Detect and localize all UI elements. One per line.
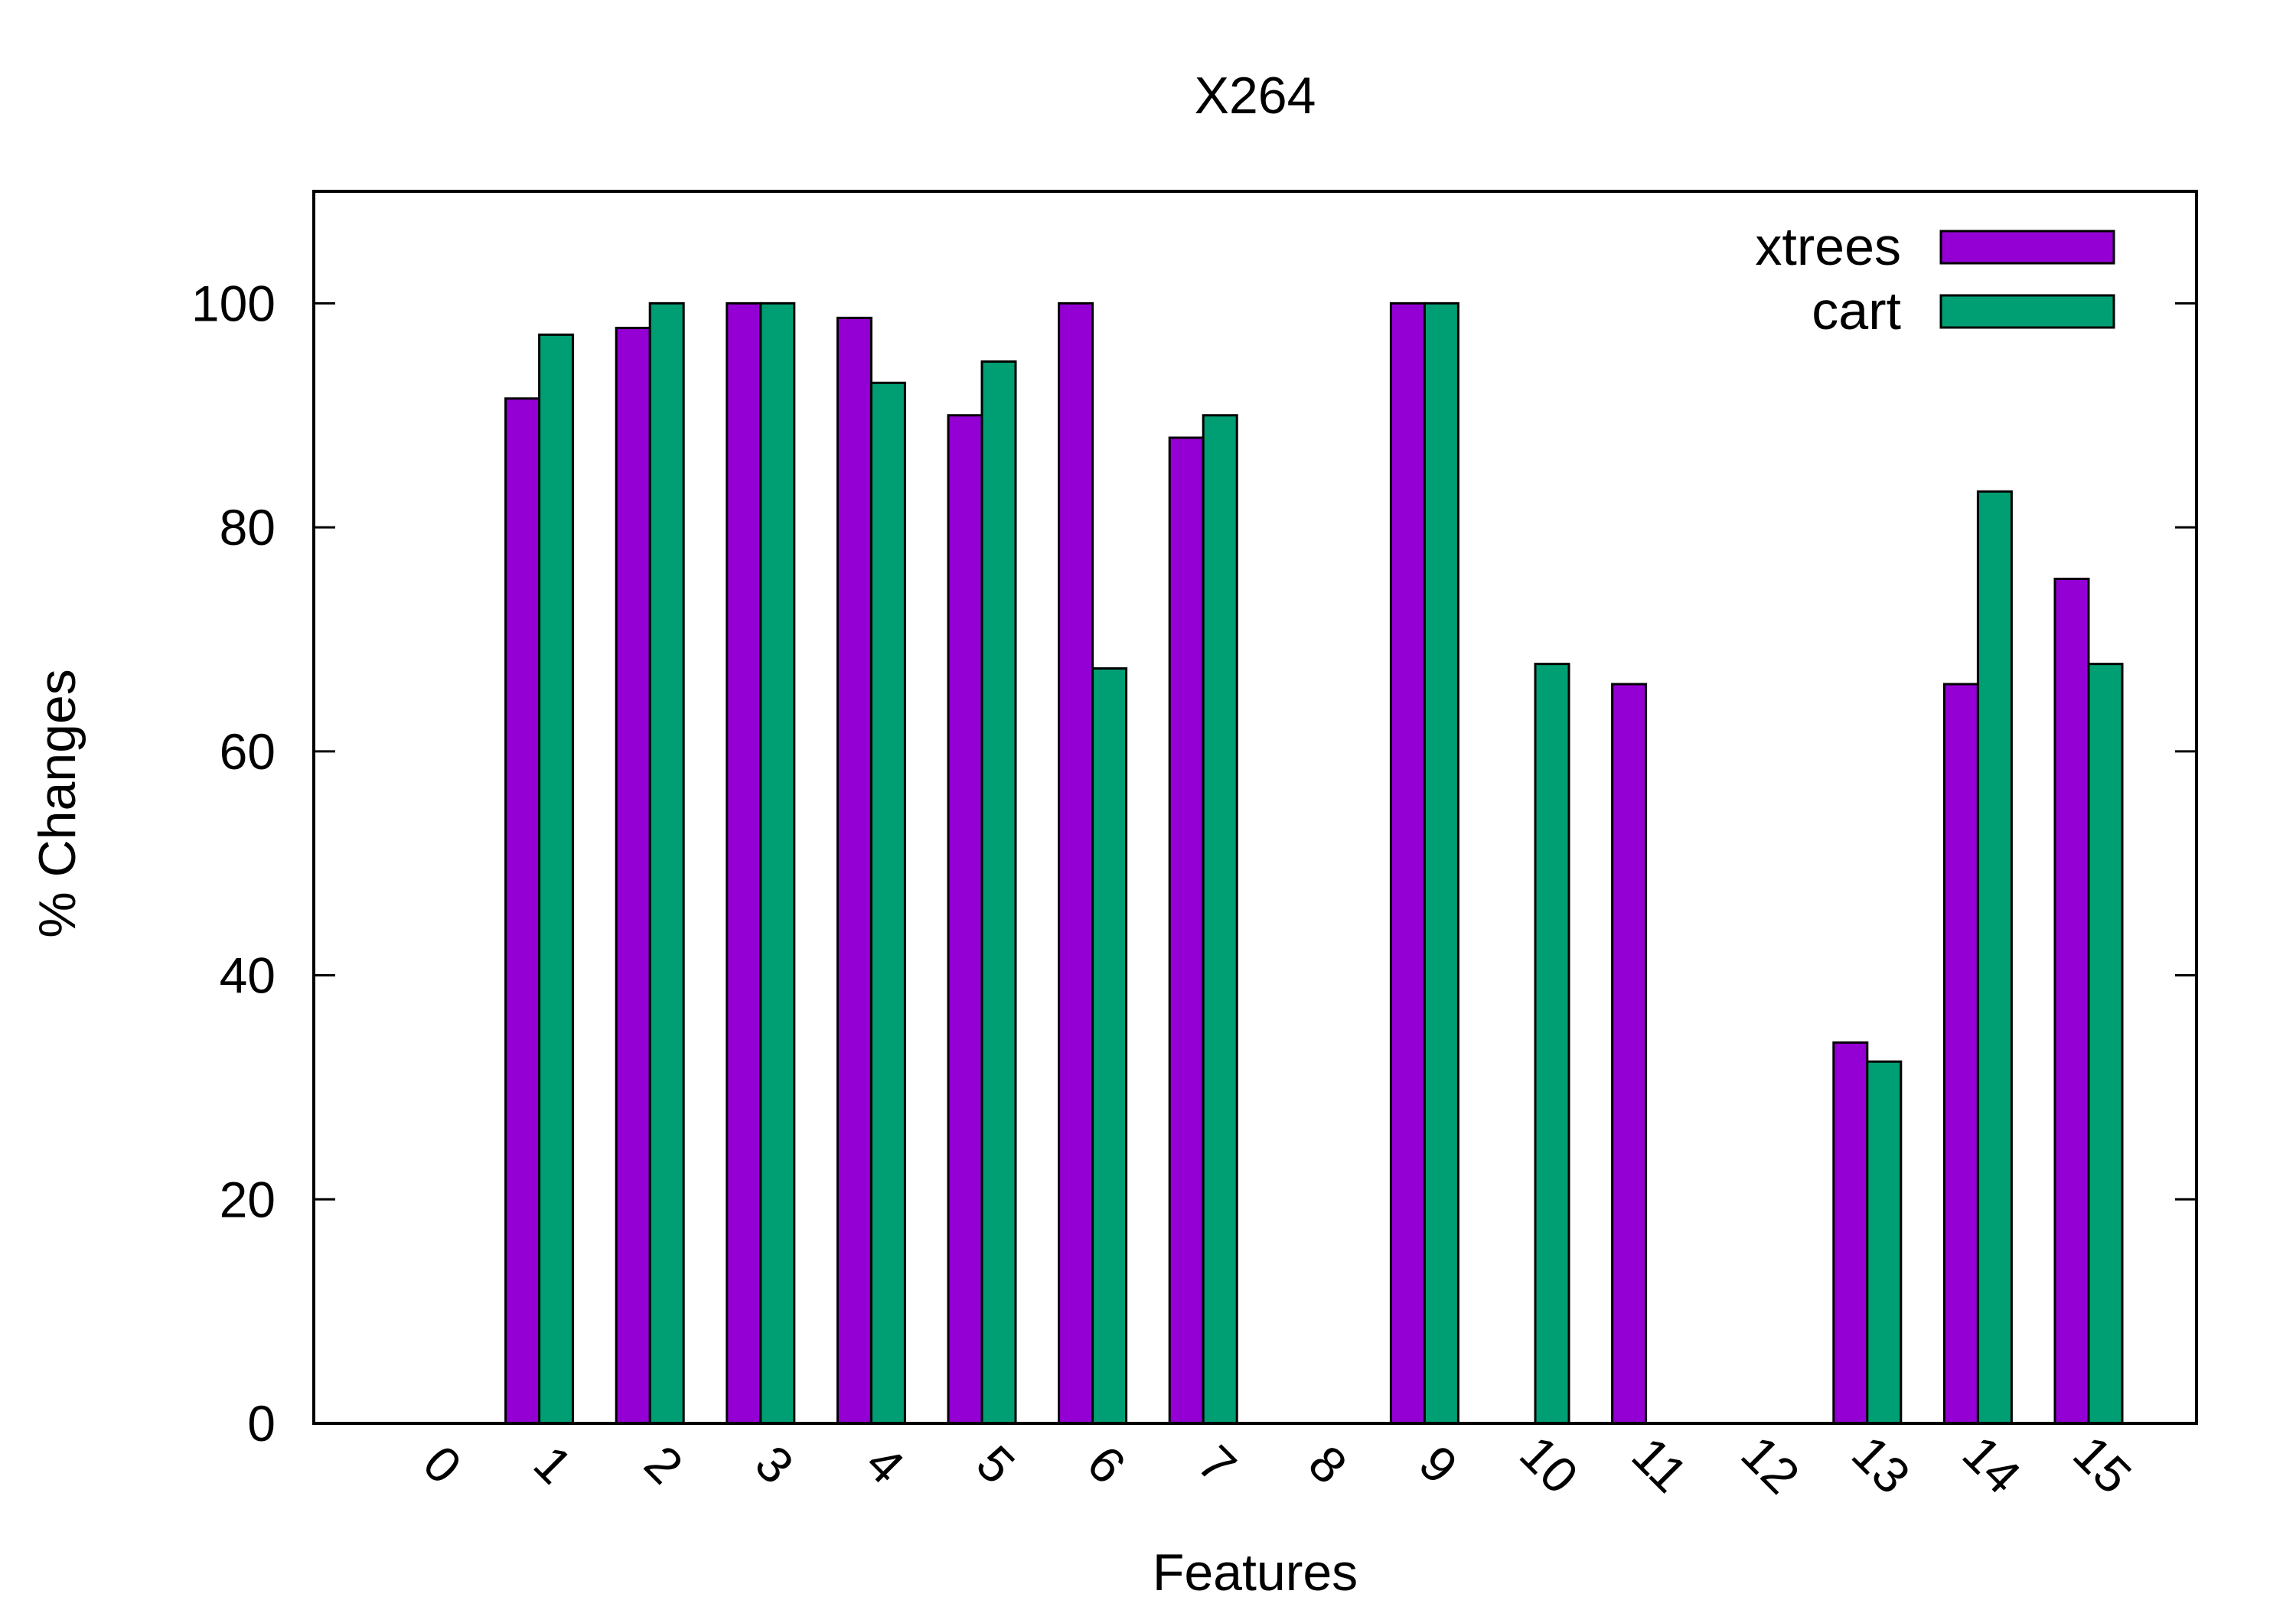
bar-xtrees-14 xyxy=(1942,683,1979,1425)
legend-label-cart: cart xyxy=(1812,281,1901,341)
x-tick-label: 11 xyxy=(1621,1426,1698,1503)
y-tick-label: 20 xyxy=(220,1171,276,1227)
bar-cart-10 xyxy=(1534,663,1570,1425)
bar-xtrees-15 xyxy=(2053,577,2090,1425)
bar-xtrees-6 xyxy=(1058,302,1094,1425)
bar-cart-13 xyxy=(1866,1060,1903,1425)
bar-cart-4 xyxy=(869,381,906,1425)
bar-xtrees-2 xyxy=(615,327,651,1425)
legend-swatch-cart xyxy=(1939,294,2115,329)
x-tick-label: 3 xyxy=(745,1435,804,1495)
x-tick-label: 14 xyxy=(1952,1425,2032,1504)
x-axis-label: Features xyxy=(1153,1543,1358,1602)
bar-cart-9 xyxy=(1423,302,1459,1425)
bar-cart-1 xyxy=(538,333,575,1425)
x-tick-label: 12 xyxy=(1730,1425,1810,1504)
x-tick-label: 10 xyxy=(1509,1425,1589,1504)
y-tick-label: 60 xyxy=(220,723,276,780)
y-tick-label: 80 xyxy=(220,499,276,556)
plot-frame xyxy=(312,190,2198,1425)
legend-label-xtrees: xtrees xyxy=(1755,217,1901,276)
x-tick-label: 13 xyxy=(1841,1425,1921,1504)
bar-cart-3 xyxy=(759,302,796,1425)
bar-xtrees-1 xyxy=(504,397,541,1425)
legend-swatch-xtrees xyxy=(1939,230,2115,265)
x-axis: 0 1 2 3 4 5 6 7 8 9 10 11 12 13 14 15 xyxy=(413,1425,2142,1504)
y-tick-label: 40 xyxy=(220,947,276,1004)
y-axis-label: % Changes xyxy=(28,669,86,938)
bar-xtrees-11 xyxy=(1611,683,1648,1425)
bar-cart-5 xyxy=(980,360,1017,1425)
bar-xtrees-4 xyxy=(836,316,872,1425)
x-tick-label: 4 xyxy=(856,1435,915,1495)
bar-cart-2 xyxy=(648,302,685,1425)
bar-xtrees-9 xyxy=(1389,302,1426,1425)
y-tick-label: 100 xyxy=(191,275,276,331)
x-tick-label: 8 xyxy=(1298,1435,1358,1495)
bar-xtrees-5 xyxy=(947,414,983,1425)
x-tick-label: 15 xyxy=(2063,1425,2142,1504)
bar-cart-7 xyxy=(1202,414,1238,1425)
bars-group xyxy=(504,302,2124,1425)
y-tick-label: 0 xyxy=(247,1395,276,1452)
bar-xtrees-13 xyxy=(1832,1041,1869,1425)
y-axis: 0 20 40 60 80 100 xyxy=(191,275,2197,1452)
x-tick-label: 0 xyxy=(413,1435,472,1495)
x-tick-label: 2 xyxy=(634,1435,693,1495)
bar-cart-6 xyxy=(1091,667,1128,1425)
bar-cart-14 xyxy=(1976,490,2013,1425)
bar-xtrees-3 xyxy=(726,302,762,1425)
chart-title: X264 xyxy=(1195,67,1316,125)
x-tick-label: 7 xyxy=(1187,1435,1247,1495)
x-tick-label: 5 xyxy=(966,1435,1026,1495)
x-tick-label: 6 xyxy=(1077,1435,1137,1495)
x-tick-label: 1 xyxy=(523,1435,583,1495)
bar-xtrees-7 xyxy=(1168,436,1205,1425)
bar-cart-15 xyxy=(2087,663,2124,1425)
x-tick-label: 9 xyxy=(1409,1435,1469,1495)
